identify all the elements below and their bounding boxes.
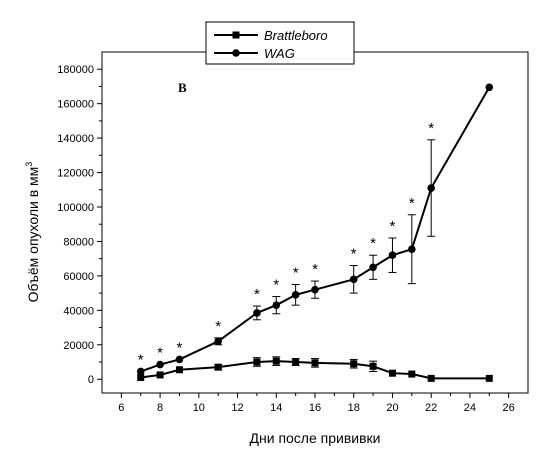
data-point [292, 358, 300, 366]
data-point [291, 291, 300, 299]
x-tick-label: 10 [193, 402, 205, 414]
data-point [350, 360, 358, 368]
y-axis-title-text: Объём опухоли в мм [25, 167, 41, 303]
y-tick-label: 140000 [57, 133, 94, 145]
axes: 6 8 10 12 14 16 18 20 22 24 26 0 20000 40000 60000 8000… [57, 51, 529, 414]
x-tick-label: 12 [231, 402, 243, 414]
data-point [214, 337, 222, 346]
significance-mark: * [428, 120, 434, 137]
x-tick-label: 22 [425, 402, 437, 414]
y-tick-label: 160000 [57, 99, 94, 111]
data-point [388, 369, 396, 377]
data-point [214, 363, 222, 371]
y-tick-label: 100000 [57, 202, 94, 214]
data-point [272, 357, 280, 365]
significance-mark: * [312, 261, 318, 278]
data-point [311, 285, 319, 294]
significance-mark: * [351, 246, 357, 263]
significance-mark: * [138, 351, 144, 368]
significance-mark: * [390, 218, 396, 235]
data-point [369, 263, 377, 272]
x-tick-label: 8 [157, 402, 163, 414]
y-tick-label: 20000 [63, 340, 94, 352]
legend-label: WAG [264, 46, 295, 61]
y-axis-title-superscript: 3 [24, 162, 34, 167]
y-tick-label: 40000 [63, 305, 94, 317]
data-point [349, 275, 358, 284]
y-tick-label: 80000 [63, 236, 94, 248]
data-point [408, 370, 416, 378]
data-point [485, 374, 493, 382]
legend-box [205, 21, 355, 65]
series-line [140, 86, 491, 373]
x-tick-label: 16 [309, 402, 321, 414]
significance-mark: * [293, 265, 299, 282]
plot-frame [101, 51, 529, 394]
data-point [408, 245, 416, 253]
legend-marker [232, 49, 240, 57]
legend: Brattleboro WAG [205, 21, 355, 65]
panel-label: B [178, 80, 187, 95]
data-point [253, 358, 261, 366]
data-point [272, 301, 281, 309]
significance-mark: * [254, 286, 260, 303]
data-point [175, 355, 184, 364]
series-wag [136, 83, 494, 376]
x-tick-label: 14 [270, 402, 282, 414]
significance-mark: * [409, 195, 415, 212]
data-point [156, 360, 164, 369]
y-axis-title: Объём опухоли в мм3 [24, 162, 41, 303]
data-point [427, 184, 435, 192]
x-tick-label: 24 [464, 402, 476, 414]
y-tick-label: 60000 [63, 271, 94, 283]
data-point [156, 371, 164, 379]
legend-marker [232, 31, 240, 39]
data-point [388, 251, 397, 260]
x-tick-label: 18 [348, 402, 360, 414]
x-tick-label: 20 [386, 402, 398, 414]
significance-mark: * [177, 339, 183, 356]
significance-mark: * [157, 345, 163, 362]
data-point [311, 359, 319, 367]
significance-mark: * [215, 318, 221, 335]
y-axis-title-group: Объём опухоли в мм3 [24, 162, 41, 303]
data-point [427, 374, 435, 382]
data-point [485, 83, 494, 92]
x-tick-label: 26 [503, 402, 515, 414]
series-brattleboro [137, 356, 493, 382]
y-tick-label: 120000 [57, 168, 94, 180]
x-tick-label: 6 [118, 402, 124, 414]
x-axis-title: Дни после прививки [250, 430, 381, 446]
y-tick-label: 0 [88, 374, 94, 386]
data-point [253, 309, 261, 317]
data-point [137, 374, 145, 381]
significance-mark: * [370, 235, 376, 252]
y-tick-label: 180000 [57, 64, 94, 76]
series-layer: * * * * * * * * * * * * * [136, 83, 494, 382]
data-point [369, 362, 377, 370]
significance-mark: * [273, 277, 279, 294]
legend-label: Brattleboro [264, 28, 328, 43]
data-point [136, 367, 145, 376]
data-point [175, 366, 183, 374]
